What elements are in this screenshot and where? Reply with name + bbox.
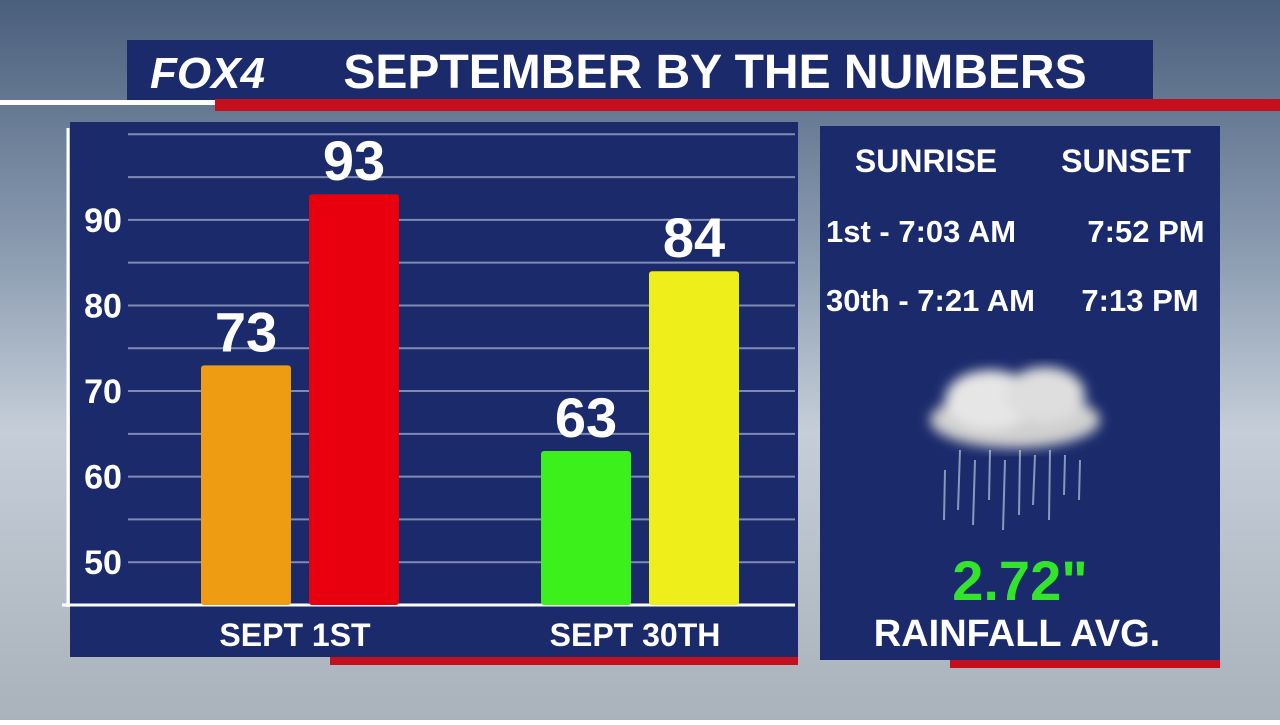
header-rule: [215, 99, 1280, 111]
panel-rule: [950, 660, 1220, 668]
sunset: 7:13 PM: [1081, 283, 1198, 318]
header-bar: [127, 40, 1153, 100]
plot: 50 60 70 80 90 SEPT 1ST 73 93 SEPT 30TH 63 84: [62, 128, 795, 653]
y-tick-label: 60: [84, 459, 122, 497]
rain-cloud-icon: [930, 367, 1100, 531]
sunrise: 30th - 7:21 AM: [826, 283, 1035, 318]
column-header: SUNSET: [1061, 143, 1191, 179]
title: SEPTEMBER BY THE NUMBERS: [343, 46, 1086, 99]
y-tick-label: 80: [84, 287, 122, 325]
bar: [541, 450, 631, 605]
value-label: 63: [555, 386, 617, 449]
y-tick-label: 70: [84, 373, 122, 411]
value-label: 84: [663, 206, 725, 269]
sunset: 7:52 PM: [1087, 214, 1204, 249]
x-tick-label: SEPT 30TH: [550, 617, 721, 653]
bar: [309, 194, 399, 605]
rainfall-label: RAINFALL AVG.: [874, 613, 1160, 655]
panel-rule: [330, 657, 798, 665]
bar: [201, 365, 291, 605]
value-label: 93: [323, 129, 385, 192]
rainfall-value: 2.72": [952, 549, 1088, 612]
logo: FOX4: [150, 49, 265, 98]
column-header: SUNRISE: [855, 143, 997, 179]
y-tick-label: 90: [84, 202, 122, 240]
sunrise: 1st - 7:03 AM: [826, 214, 1016, 249]
x-tick-label: SEPT 1ST: [219, 617, 371, 653]
header-rule: [0, 100, 215, 105]
value-label: 73: [215, 300, 277, 363]
y-tick-label: 50: [84, 544, 122, 582]
bar: [649, 271, 739, 605]
